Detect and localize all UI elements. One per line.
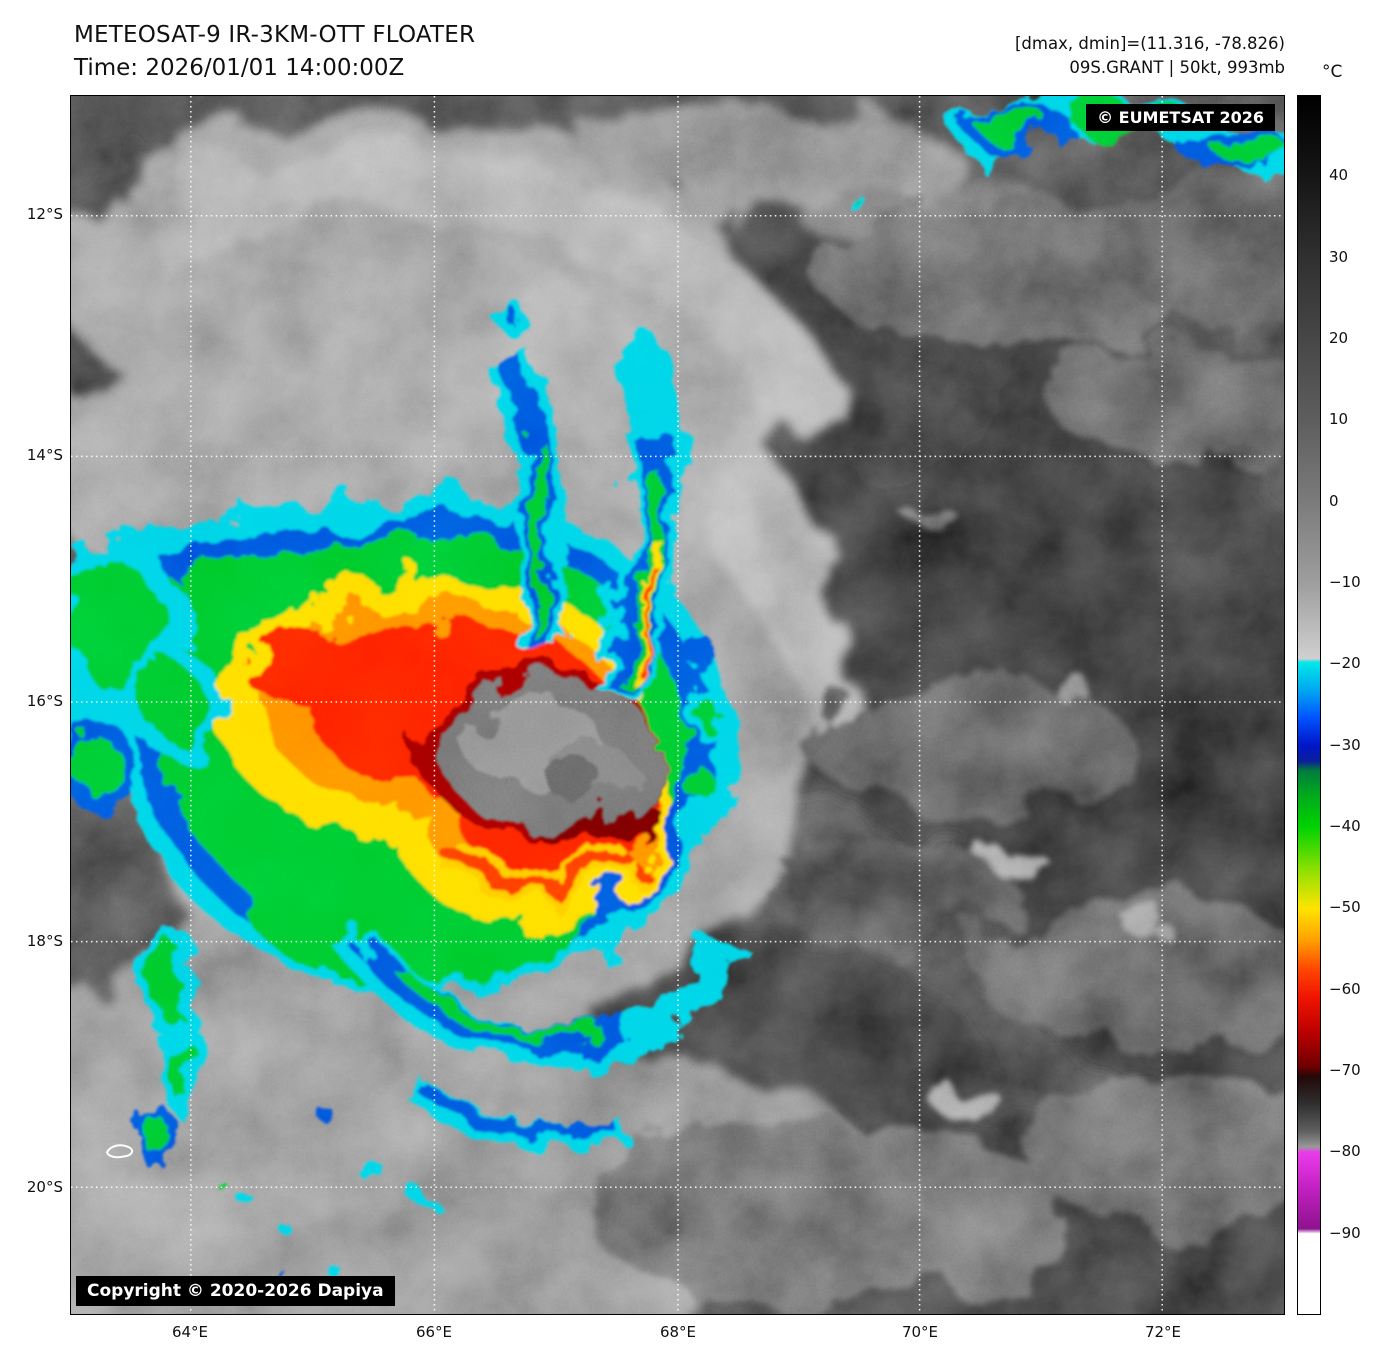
dmax-dmin-readout: [dmax, dmin]=(11.316, -78.826) xyxy=(1015,34,1285,53)
lat-label-14s: 14°S xyxy=(26,446,63,464)
storm-info: 09S.GRANT | 50kt, 993mb xyxy=(1069,58,1285,77)
lat-label-12s: 12°S xyxy=(26,205,63,223)
grid-lines xyxy=(71,96,1284,1314)
lat-label-20s: 20°S xyxy=(26,1178,63,1196)
figure-time: Time: 2026/01/01 14:00:00Z xyxy=(74,55,405,81)
colorbar-tick-m60: −60 xyxy=(1329,980,1361,998)
colorbar-unit: °C xyxy=(1322,62,1343,82)
lon-label-68e: 68°E xyxy=(659,1323,697,1341)
colorbar-tick-10: 10 xyxy=(1329,410,1349,428)
colorbar-tick-m70: −70 xyxy=(1329,1061,1361,1079)
colorbar-tick-30: 30 xyxy=(1329,248,1349,266)
colorbar-tick-0: 0 xyxy=(1329,492,1339,510)
lon-label-66e: 66°E xyxy=(415,1323,453,1341)
copyright-badge: Copyright © 2020-2026 Dapiya xyxy=(76,1276,395,1306)
colorbar xyxy=(1297,95,1321,1315)
island-contour xyxy=(105,1144,134,1159)
figure-title: METEOSAT-9 IR-3KM-OTT FLOATER xyxy=(74,22,476,48)
lon-label-72e: 72°E xyxy=(1144,1323,1182,1341)
lon-label-70e: 70°E xyxy=(901,1323,939,1341)
lat-label-18s: 18°S xyxy=(26,932,63,950)
colorbar-tick-m20: −20 xyxy=(1329,654,1361,672)
colorbar-tick-m30: −30 xyxy=(1329,736,1361,754)
satellite-image xyxy=(71,96,1284,1314)
colorbar-tick-m80: −80 xyxy=(1329,1142,1361,1160)
lon-label-64e: 64°E xyxy=(171,1323,209,1341)
colorbar-tick-40: 40 xyxy=(1329,166,1349,184)
colorbar-tick-m40: −40 xyxy=(1329,817,1361,835)
colorbar-tick-m90: −90 xyxy=(1329,1224,1361,1242)
eumetsat-credit: © EUMETSAT 2026 xyxy=(1086,104,1275,131)
satellite-map: © EUMETSAT 2026 Copyright © 2020-2026 Da… xyxy=(70,95,1285,1315)
colorbar-tick-m10: −10 xyxy=(1329,573,1361,591)
meta-block: [dmax, dmin]=(11.316, -78.826) 09S.GRANT… xyxy=(1015,32,1285,80)
colorbar-tick-20: 20 xyxy=(1329,329,1349,347)
lat-label-16s: 16°S xyxy=(26,692,63,710)
colorbar-tick-m50: −50 xyxy=(1329,898,1361,916)
